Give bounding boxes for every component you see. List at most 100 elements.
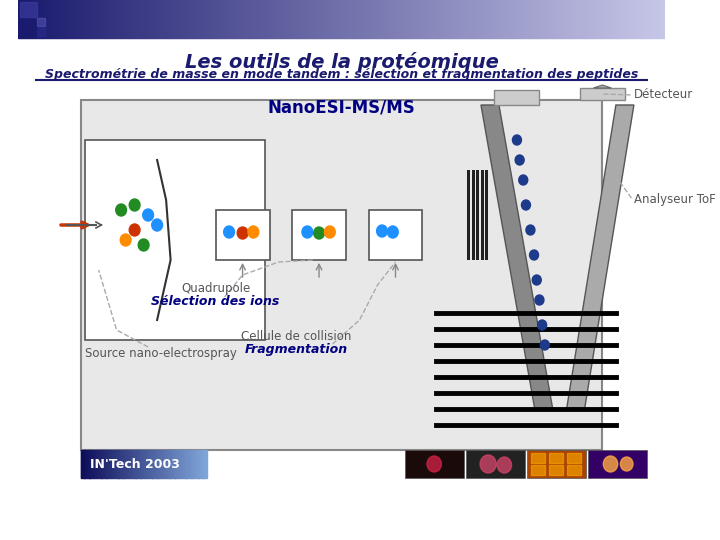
Bar xyxy=(549,465,563,475)
Bar xyxy=(574,0,575,38)
Bar xyxy=(264,0,265,38)
Bar xyxy=(193,0,194,38)
Bar xyxy=(493,0,495,38)
Bar xyxy=(185,0,186,38)
Bar xyxy=(347,0,348,38)
Bar xyxy=(485,170,488,260)
Bar xyxy=(56,0,58,38)
Bar xyxy=(587,0,588,38)
Bar xyxy=(218,0,219,38)
Bar xyxy=(557,0,558,38)
Bar xyxy=(312,0,314,38)
Bar xyxy=(636,0,637,38)
Bar xyxy=(20,2,37,17)
Bar xyxy=(600,0,601,38)
Bar xyxy=(345,0,346,38)
Bar xyxy=(269,0,271,38)
Text: Source nano-electrospray: Source nano-electrospray xyxy=(85,347,237,360)
Bar xyxy=(61,0,62,38)
Bar xyxy=(578,0,579,38)
Bar xyxy=(197,0,199,38)
Bar xyxy=(220,0,221,38)
Bar xyxy=(214,0,215,38)
Polygon shape xyxy=(481,105,553,410)
Bar xyxy=(538,0,539,38)
Bar xyxy=(251,0,253,38)
Bar xyxy=(435,0,436,38)
Bar xyxy=(641,0,642,38)
Bar xyxy=(416,0,417,38)
Bar xyxy=(554,0,556,38)
Bar xyxy=(599,0,600,38)
Bar xyxy=(549,453,563,463)
Bar xyxy=(528,0,529,38)
Bar xyxy=(168,0,170,38)
Bar xyxy=(522,0,523,38)
Bar xyxy=(278,0,279,38)
Bar xyxy=(115,0,116,38)
Text: IN'Tech 2003: IN'Tech 2003 xyxy=(90,457,179,470)
Bar xyxy=(588,0,589,38)
Bar xyxy=(196,0,197,38)
Bar xyxy=(248,0,249,38)
Text: Sélection des ions: Sélection des ions xyxy=(151,295,280,308)
Bar xyxy=(356,0,357,38)
Bar xyxy=(527,0,528,38)
Bar xyxy=(363,0,364,38)
Bar xyxy=(72,0,73,38)
Bar xyxy=(254,0,255,38)
Bar xyxy=(394,0,395,38)
Bar xyxy=(517,0,518,38)
Bar xyxy=(117,0,118,38)
Bar xyxy=(438,0,440,38)
Circle shape xyxy=(515,155,524,165)
Bar xyxy=(141,0,142,38)
Bar xyxy=(53,0,54,38)
Polygon shape xyxy=(567,105,634,410)
Circle shape xyxy=(120,234,131,246)
Bar xyxy=(531,465,545,475)
Bar xyxy=(303,0,304,38)
Bar xyxy=(420,0,422,38)
Bar xyxy=(428,0,429,38)
Bar xyxy=(138,0,139,38)
Bar xyxy=(412,0,413,38)
Bar xyxy=(62,0,63,38)
Bar xyxy=(607,0,608,38)
Bar xyxy=(402,0,404,38)
Bar xyxy=(78,0,79,38)
Bar xyxy=(369,0,370,38)
Circle shape xyxy=(387,226,398,238)
Bar xyxy=(613,0,614,38)
Circle shape xyxy=(377,225,387,237)
Bar xyxy=(159,0,160,38)
Bar xyxy=(192,0,193,38)
Bar xyxy=(95,0,96,38)
Bar xyxy=(172,0,174,38)
Bar xyxy=(163,0,164,38)
Bar xyxy=(52,0,53,38)
Bar xyxy=(179,0,181,38)
Bar xyxy=(359,0,361,38)
Bar xyxy=(634,0,635,38)
Bar xyxy=(388,0,390,38)
Bar xyxy=(97,0,98,38)
Bar xyxy=(589,0,590,38)
Bar xyxy=(483,0,484,38)
Bar xyxy=(292,0,293,38)
Bar xyxy=(142,0,143,38)
Bar xyxy=(249,0,250,38)
Bar xyxy=(471,0,472,38)
Bar xyxy=(631,0,632,38)
Bar xyxy=(166,0,167,38)
Bar xyxy=(125,0,127,38)
Bar xyxy=(231,0,232,38)
Circle shape xyxy=(532,275,541,285)
Bar xyxy=(256,0,257,38)
Bar xyxy=(54,0,55,38)
Bar xyxy=(31,0,32,38)
Bar xyxy=(575,0,576,38)
Bar xyxy=(436,0,437,38)
Bar xyxy=(462,0,463,38)
Bar xyxy=(22,0,23,38)
